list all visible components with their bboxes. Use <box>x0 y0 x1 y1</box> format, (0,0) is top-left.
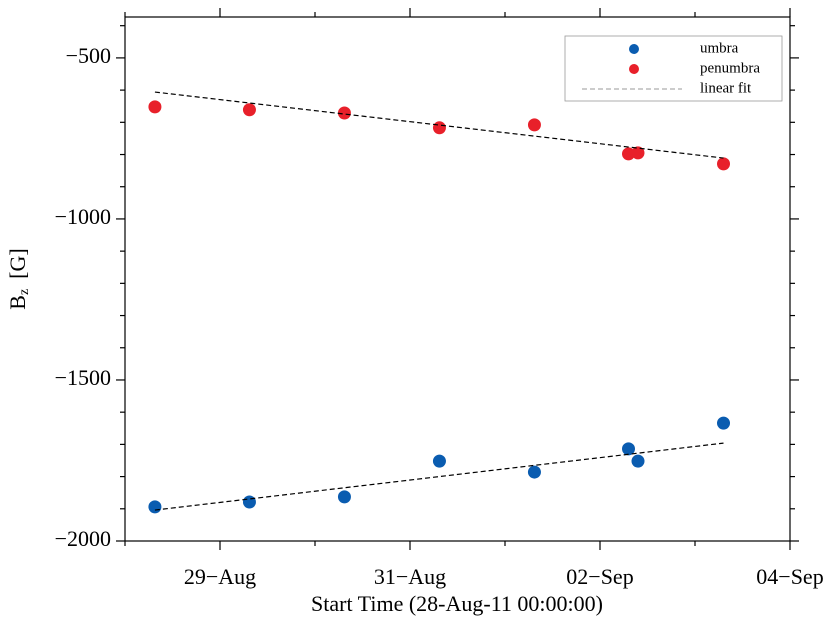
legend-swatch <box>629 64 639 74</box>
y-label-unit: [G] <box>5 248 30 279</box>
y-axis-label: Bz [G] <box>5 248 32 309</box>
point <box>337 490 351 504</box>
y-tick-label: −500 <box>66 43 111 68</box>
point <box>622 442 635 456</box>
point <box>717 416 730 430</box>
y-label-sub: z <box>17 289 32 295</box>
point <box>717 157 730 171</box>
point <box>148 500 162 514</box>
x-tick-label: 02−Sep <box>566 564 633 589</box>
x-axis-label: Start Time (28-Aug-11 00:00:00) <box>311 591 603 616</box>
y-tick-label: −2000 <box>55 526 111 551</box>
fit-line <box>154 442 724 511</box>
point <box>631 146 645 160</box>
legend-swatch <box>629 44 639 54</box>
point <box>148 100 162 114</box>
x-tick-label: 31−Aug <box>374 564 446 589</box>
legend-label: linear fit <box>700 80 752 96</box>
legend-box <box>564 35 783 102</box>
point <box>631 454 645 468</box>
point <box>432 121 446 135</box>
point <box>242 103 256 117</box>
legend-label: umbra <box>700 40 739 56</box>
y-label-main: B <box>5 295 30 310</box>
point <box>432 454 446 468</box>
point <box>527 118 541 132</box>
point <box>337 106 351 120</box>
plot-frame <box>124 16 791 542</box>
y-tick-label: −1000 <box>55 204 111 229</box>
fit-line <box>154 91 724 159</box>
point <box>527 465 541 479</box>
x-tick-label: 29−Aug <box>184 564 256 589</box>
legend-label: penumbra <box>700 60 760 76</box>
x-tick-label: 04−Sep <box>756 564 823 589</box>
point <box>242 495 256 509</box>
y-tick-label: −1500 <box>55 365 111 390</box>
point <box>622 147 635 161</box>
